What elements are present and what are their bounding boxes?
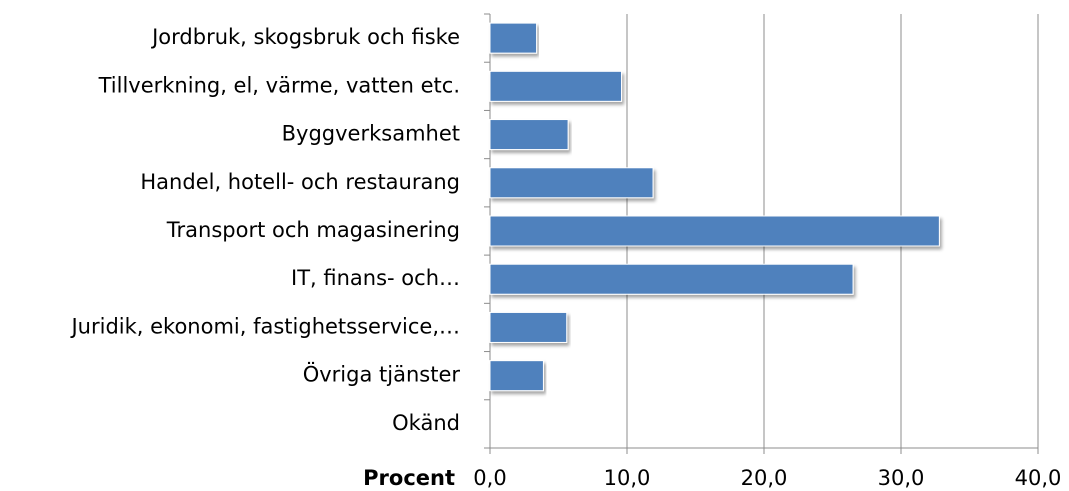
x-tick-label: 30,0 [878, 466, 925, 490]
y-tick-label: IT, finans- och… [291, 266, 460, 290]
y-tick-label: Transport och magasinering [166, 218, 460, 242]
bar [489, 360, 544, 392]
bar [489, 263, 854, 295]
x-tick-label: 0,0 [473, 466, 506, 490]
y-tick-label: Jordbruk, skogsbruk och fiske [150, 25, 460, 49]
x-tick-label: 20,0 [741, 466, 788, 490]
x-axis-label: Procent [363, 466, 455, 490]
bar [489, 70, 623, 102]
y-tick-label: Övriga tjänster [303, 362, 461, 387]
x-tick-label: 40,0 [1015, 466, 1062, 490]
y-tick-label: Handel, hotell- och restaurang [140, 170, 460, 194]
y-tick-label: Tillverkning, el, värme, vatten etc. [98, 73, 460, 97]
bar [489, 215, 940, 247]
bar [489, 119, 569, 151]
bar [489, 167, 654, 199]
y-tick-label: Okänd [392, 411, 460, 435]
y-tick-label: Juridik, ekonomi, fastighetsservice,… [69, 314, 460, 338]
y-tick-label: Byggverksamhet [282, 122, 460, 146]
bar [489, 311, 568, 343]
bar [489, 22, 538, 54]
x-tick-label: 10,0 [604, 466, 651, 490]
